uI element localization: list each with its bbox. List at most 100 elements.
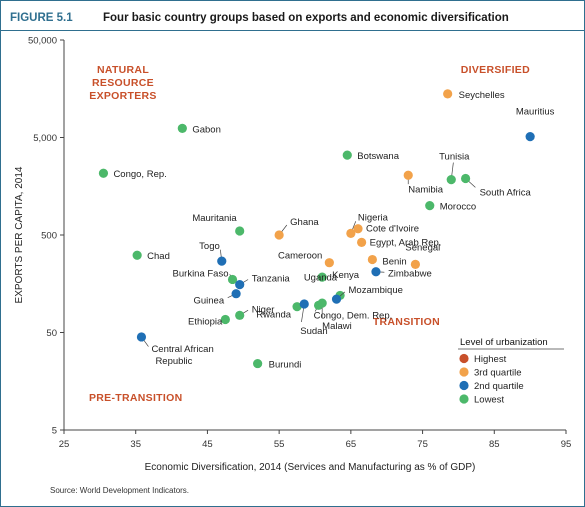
point-burkina-faso [227, 274, 238, 285]
x-tick-label: 25 [59, 439, 70, 450]
x-tick-label: 95 [561, 439, 572, 450]
legend-swatch-highest [459, 353, 469, 364]
point-malawi [317, 298, 327, 308]
x-tick-label: 55 [274, 439, 285, 450]
point-central-african-republic [136, 332, 147, 342]
x-tick-label: 45 [202, 439, 213, 450]
point-egypt-arab-rep [357, 237, 367, 247]
source-note: Source: World Development Indicators. [50, 486, 189, 495]
point-ethiopia [220, 314, 230, 325]
point-south-africa [461, 173, 471, 184]
point-label-rwanda: Rwanda [256, 310, 292, 321]
point-label-guinea: Guinea [193, 296, 224, 307]
point-namibia [403, 170, 413, 180]
point-zimbabwe [371, 267, 381, 277]
point-label-mozambique: Mozambique [349, 285, 403, 296]
point-togo [217, 256, 227, 266]
point-label-congo-rep: Congo, Rep. [113, 169, 166, 180]
point-label-ethiopia: Ethiopia [188, 316, 223, 327]
region-label-pre-transition: PRE-TRANSITION [89, 392, 182, 404]
point-label-cameroon: Cameroon [278, 251, 322, 262]
point-label-mauritius: Mauritius [516, 107, 555, 118]
point-rwanda [292, 302, 302, 312]
y-tick-label: 50,000 [28, 36, 57, 47]
point-label-congo-dem-rep: Congo, Dem. Rep. [314, 310, 393, 321]
point-label-nigeria: Nigeria [358, 212, 389, 223]
x-tick-label: 85 [489, 439, 500, 450]
point-sudan [299, 299, 309, 309]
point-burundi [253, 358, 263, 369]
point-label-uganda: Uganda [304, 272, 338, 283]
y-axis-title: EXPORTS PER CAPITA, 2014 [14, 166, 25, 303]
point-label-malawi: Malawi [322, 321, 352, 332]
point-label-seychelles: Seychelles [459, 90, 505, 101]
legend-entry-3rd-quartile: 3rd quartile [474, 368, 522, 379]
y-tick-label: 5,000 [33, 133, 57, 144]
x-tick-label: 65 [346, 439, 357, 450]
point-label-central-african-republic: Central African [151, 344, 213, 355]
point-niger [235, 310, 245, 320]
point-label-mauritania: Mauritania [192, 213, 237, 224]
point-congo-rep [98, 168, 109, 178]
point-label-tunisia: Tunisia [439, 152, 470, 163]
point-label-kenya: Kenya [332, 270, 360, 281]
point-nigeria [346, 228, 356, 238]
region-label-natural-resource-exporters: RESOURCE [92, 77, 154, 89]
point-label-gabon: Gabon [192, 124, 221, 135]
y-tick-label: 500 [41, 231, 57, 242]
region-label-natural-resource-exporters: EXPORTERS [89, 90, 156, 102]
figure-label: FIGURE 5.1 [10, 12, 73, 24]
point-mozambique [331, 294, 342, 304]
point-label-morocco: Morocco [440, 202, 476, 213]
point-label-namibia: Namibia [408, 184, 444, 195]
y-tick-label: 5 [52, 426, 57, 437]
x-tick-label: 35 [130, 439, 141, 450]
point-label-ghana: Ghana [290, 217, 319, 228]
point-mauritania [235, 226, 245, 236]
region-label-diversified: DIVERSIFIED [461, 64, 530, 76]
legend-entry-lowest: Lowest [474, 395, 504, 406]
point-tunisia [446, 175, 456, 185]
legend-title: Level of urbanization [460, 337, 548, 348]
point-label-benin: Benin [382, 257, 406, 268]
region-label-natural-resource-exporters: NATURAL [97, 64, 149, 76]
point-guinea [231, 289, 241, 299]
point-label-niger: Niger [252, 304, 275, 315]
point-label-egypt-arab-rep: Egypt, Arab Rep. [370, 237, 442, 248]
plot-area: 25 35 45 55 65 75 85 95 50,000 5,000 500 50 5 Economi… [14, 36, 571, 474]
point-label-central-african-republic: Republic [155, 356, 192, 367]
legend-swatch-lowest [459, 394, 469, 404]
region-label-transition: TRANSITION [373, 316, 440, 328]
legend-entry-highest: Highest [474, 354, 507, 365]
point-cote-d-ivoire [353, 224, 363, 234]
x-tick-label: 75 [417, 439, 428, 450]
point-label-botswana: Botswana [357, 151, 399, 162]
legend-swatch-2nd-quartile [459, 380, 469, 391]
point-label-south-africa: South Africa [480, 187, 532, 198]
point-label-togo: Togo [199, 241, 220, 252]
point-label-cote-d-ivoire: Cote d'Ivoire [366, 224, 419, 235]
legend-swatch-3rd-quartile [459, 367, 469, 377]
point-label-senegal: Senegal [405, 242, 440, 253]
legend-entry-2nd-quartile: 2nd quartile [474, 381, 524, 392]
point-senegal [410, 259, 420, 269]
point-ghana [274, 230, 284, 240]
point-label-tanzania: Tanzania [252, 274, 291, 285]
point-gabon [177, 123, 187, 133]
point-seychelles [443, 89, 453, 99]
point-tanzania [235, 279, 245, 290]
point-label-sudan: Sudan [300, 326, 327, 337]
y-tick-label: 50 [46, 328, 57, 339]
point-chad [132, 250, 142, 260]
point-mauritius [525, 132, 535, 142]
point-label-chad: Chad [147, 251, 170, 262]
point-label-burundi: Burundi [269, 360, 302, 371]
x-axis-title: Economic Diversification, 2014 (Services… [145, 462, 476, 473]
point-label-zimbabwe: Zimbabwe [388, 269, 432, 280]
point-benin [367, 254, 377, 265]
point-cameroon [324, 258, 334, 268]
point-morocco [425, 201, 435, 211]
figure-title: Four basic country groups based on expor… [103, 12, 509, 24]
